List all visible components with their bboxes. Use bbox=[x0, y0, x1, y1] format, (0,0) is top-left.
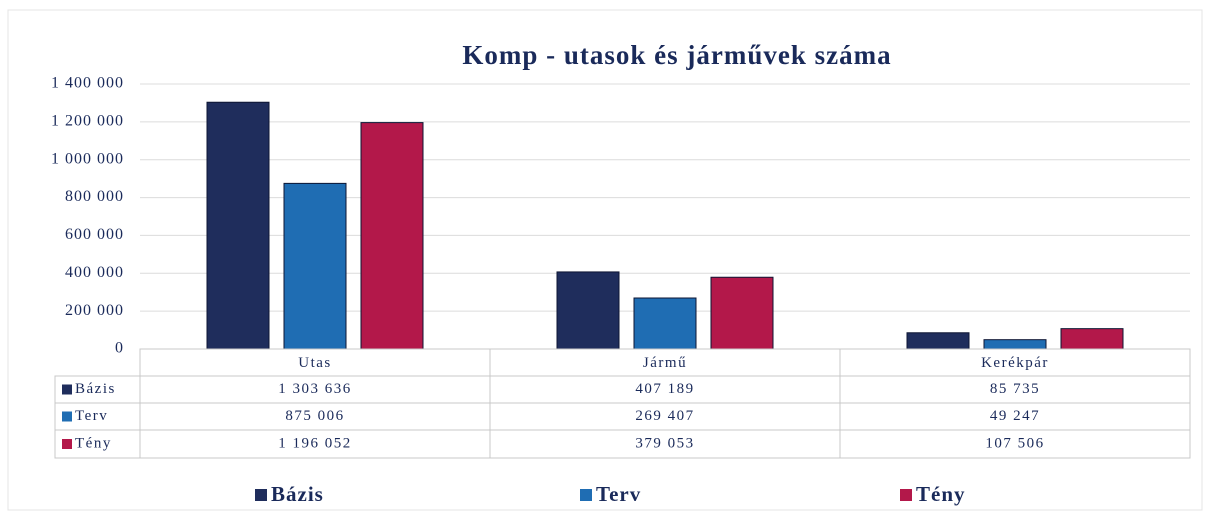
table-legend-key bbox=[62, 384, 72, 395]
bar bbox=[1060, 328, 1124, 350]
table-legend-key bbox=[62, 439, 72, 449]
data-label: 1 303 636 bbox=[278, 381, 352, 397]
chart-title: Komp - utasok és járművek száma bbox=[462, 40, 891, 70]
y-tick-label: 800 000 bbox=[65, 188, 124, 205]
legend-key bbox=[580, 489, 592, 501]
y-tick-label: 400 000 bbox=[65, 264, 124, 281]
data-label: 85 735 bbox=[990, 381, 1040, 397]
bar bbox=[556, 271, 620, 350]
y-tick-label: 600 000 bbox=[65, 226, 124, 243]
data-label: 107 506 bbox=[985, 435, 1044, 451]
legend-label: Terv bbox=[596, 482, 641, 506]
table-series-name: Tény bbox=[75, 435, 112, 451]
data-label: 269 407 bbox=[635, 408, 694, 424]
y-tick-label: 1 000 000 bbox=[51, 150, 124, 167]
bar bbox=[360, 122, 424, 350]
legend-label: Bázis bbox=[271, 482, 324, 506]
bar bbox=[906, 332, 970, 350]
bar bbox=[283, 182, 347, 350]
chart-border bbox=[7, 9, 1203, 511]
bar bbox=[710, 276, 774, 350]
legend-label: Tény bbox=[916, 482, 966, 506]
y-tick-label: 200 000 bbox=[65, 302, 124, 319]
data-label: 379 053 bbox=[635, 435, 694, 451]
y-tick-label: 1 200 000 bbox=[51, 113, 124, 130]
y-tick-label: 0 bbox=[115, 340, 124, 357]
legend-key bbox=[900, 489, 912, 501]
data-label: 49 247 bbox=[990, 408, 1040, 424]
table-legend-key bbox=[62, 411, 72, 422]
data-label: 407 189 bbox=[635, 381, 694, 397]
bar bbox=[983, 339, 1047, 350]
table-series-name: Terv bbox=[75, 408, 108, 424]
y-tick-label: 1 400 000 bbox=[51, 75, 124, 92]
bar bbox=[633, 297, 697, 350]
data-label: 875 006 bbox=[285, 408, 344, 424]
x-tick-label: Kerékpár bbox=[981, 355, 1049, 371]
table-series-name: Bázis bbox=[75, 381, 116, 397]
data-label: 1 196 052 bbox=[278, 435, 352, 451]
x-tick-label: Utas bbox=[298, 355, 332, 371]
bar bbox=[206, 101, 270, 350]
x-tick-label: Jármű bbox=[643, 355, 687, 371]
legend-key bbox=[255, 489, 267, 501]
